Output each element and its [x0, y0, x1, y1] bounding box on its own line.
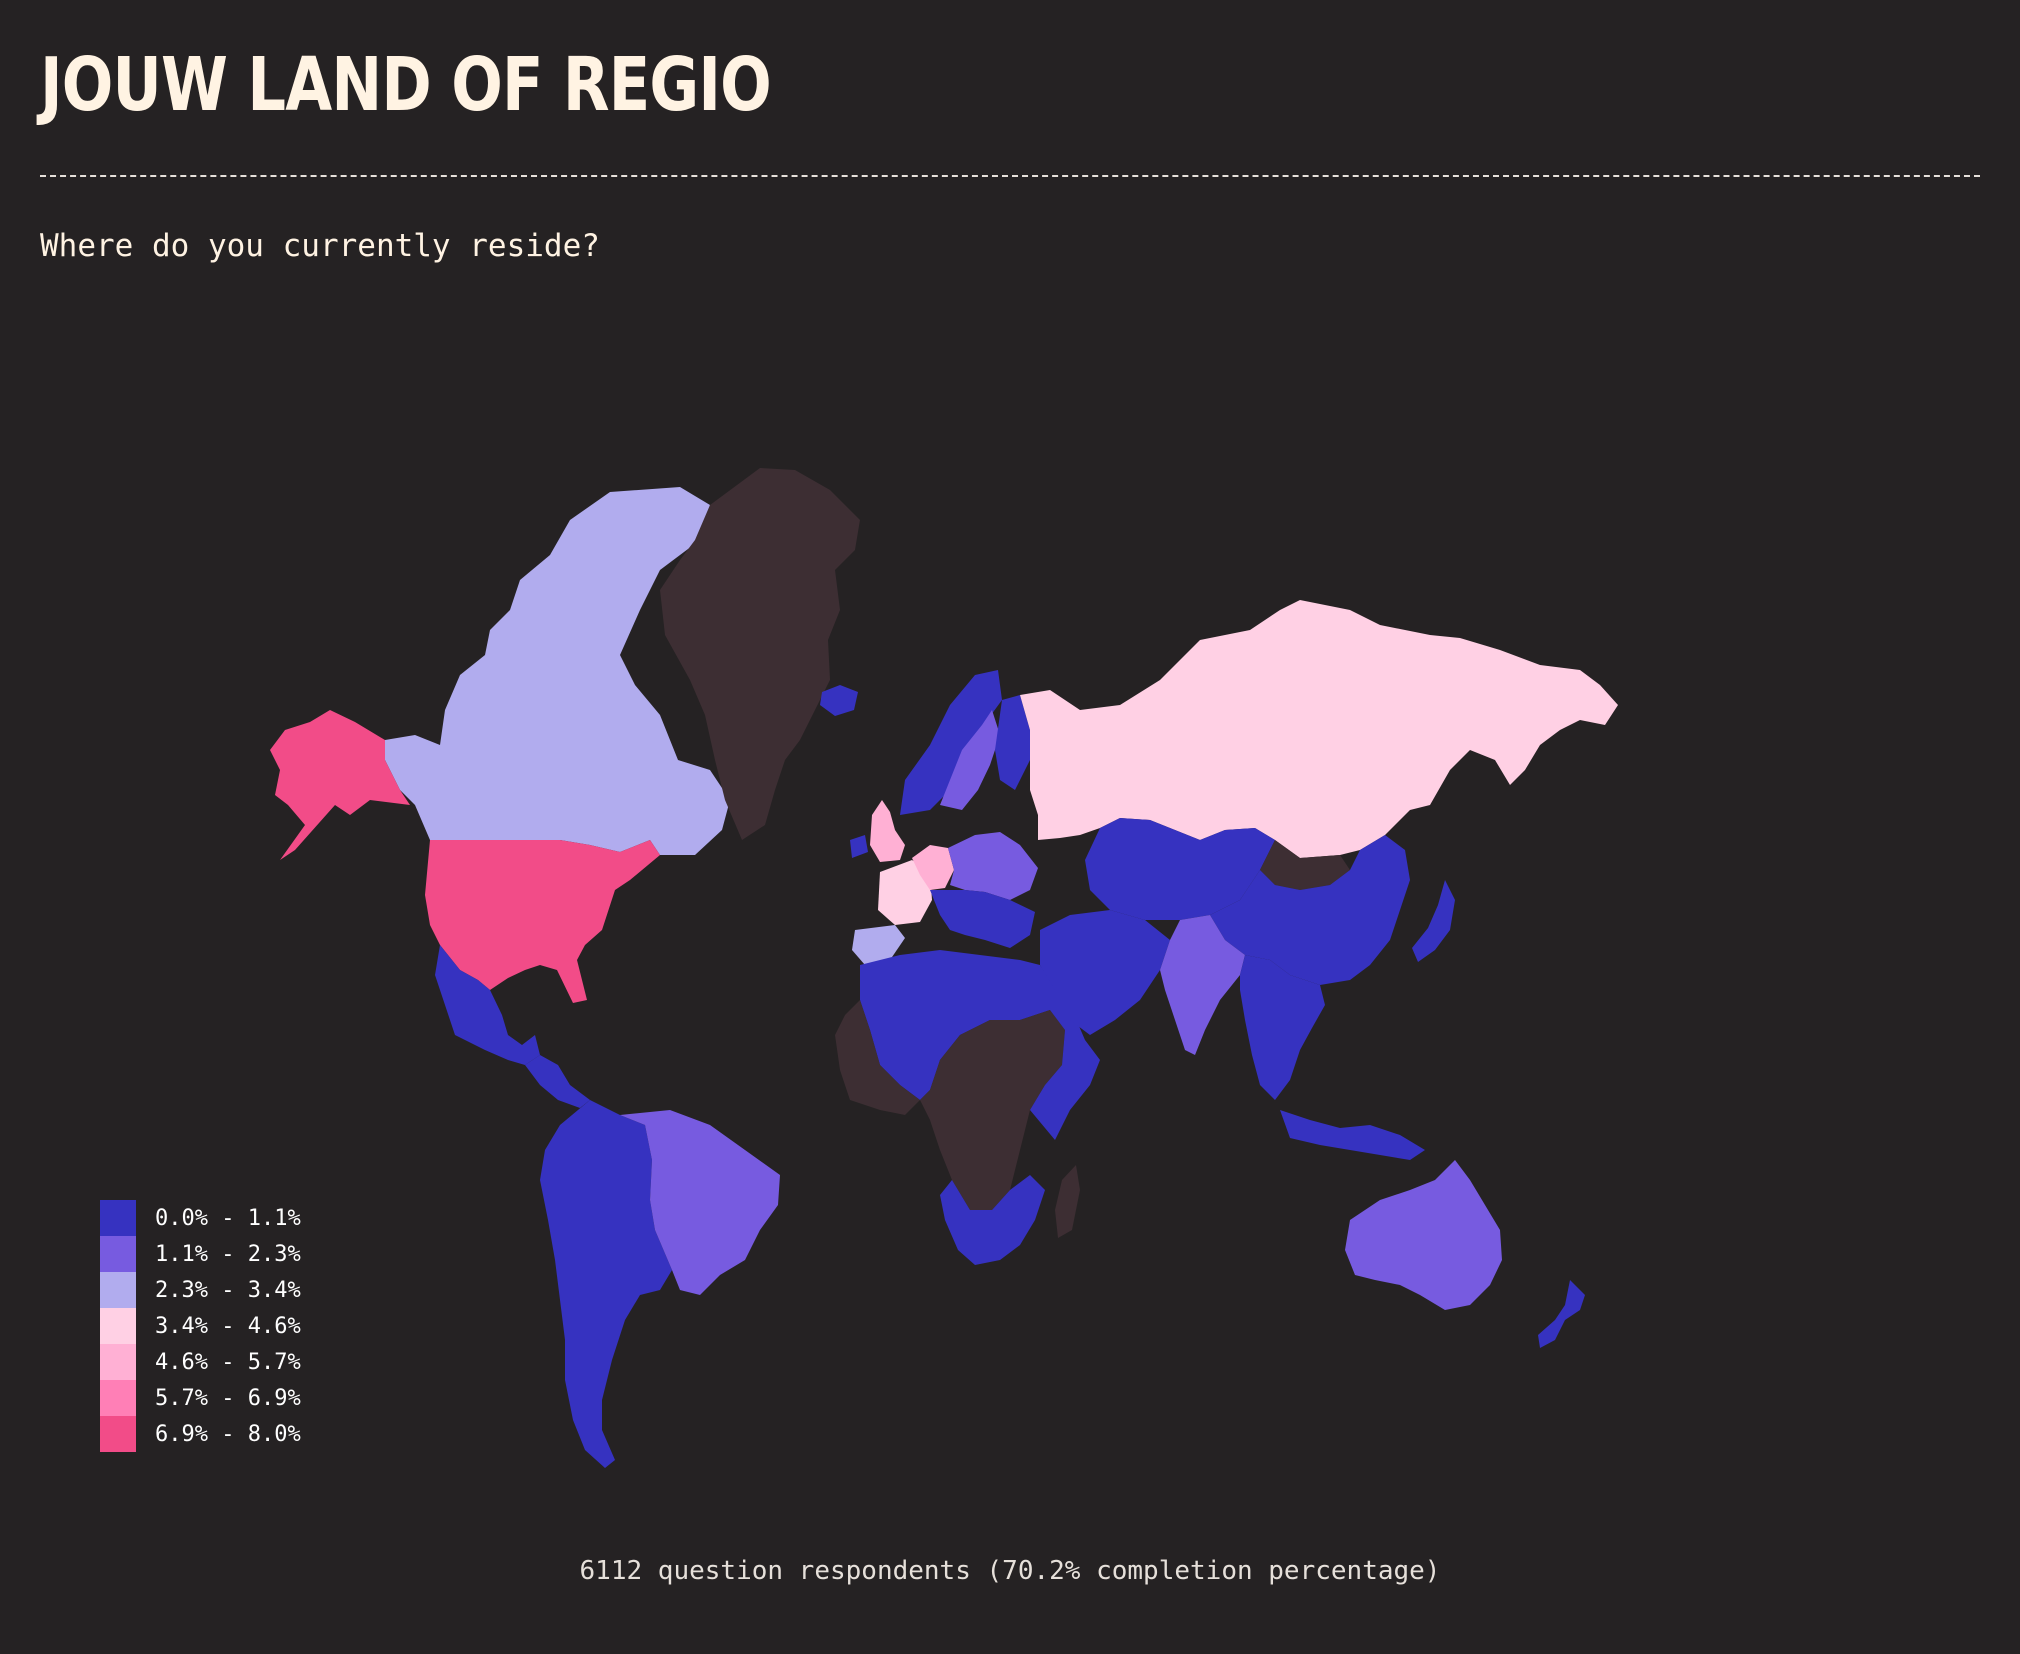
region-australia[interactable]: [1345, 1160, 1502, 1310]
region-central-europe[interactable]: [948, 832, 1038, 900]
legend-swatch: [100, 1416, 136, 1452]
region-finland[interactable]: [995, 695, 1030, 790]
region-southern-europe[interactable]: [930, 890, 1035, 948]
region-mexico[interactable]: [435, 945, 540, 1065]
legend: 0.0% - 1.1% 1.1% - 2.3% 2.3% - 3.4% 3.4% - …: [100, 1200, 301, 1452]
question-text: Where do you currently reside?: [40, 228, 600, 264]
legend-swatch: [100, 1200, 136, 1236]
region-united-kingdom[interactable]: [870, 800, 905, 862]
legend-swatch: [100, 1236, 136, 1272]
legend-item: 2.3% - 3.4%: [100, 1272, 301, 1308]
region-greenland[interactable]: [660, 468, 860, 840]
legend-item: 3.4% - 4.6%: [100, 1308, 301, 1344]
region-central-asia[interactable]: [1085, 818, 1275, 920]
region-indonesia[interactable]: [1280, 1110, 1425, 1160]
legend-label: 4.6% - 5.7%: [155, 1349, 301, 1375]
region-sweden[interactable]: [940, 710, 1000, 810]
legend-label: 5.7% - 6.9%: [155, 1385, 301, 1411]
dashed-divider: [40, 175, 1980, 177]
region-norway[interactable]: [900, 670, 1002, 815]
legend-label: 0.0% - 1.1%: [155, 1205, 301, 1231]
legend-item: 6.9% - 8.0%: [100, 1416, 301, 1452]
region-east-africa[interactable]: [1030, 980, 1100, 1140]
region-central-africa[interactable]: [920, 1010, 1065, 1210]
legend-item: 4.6% - 5.7%: [100, 1344, 301, 1380]
respondents-footer: 6112 question respondents (70.2% complet…: [579, 1556, 1441, 1586]
region-mongolia[interactable]: [1260, 840, 1350, 890]
region-united-states[interactable]: [425, 840, 660, 1003]
legend-swatch: [100, 1380, 136, 1416]
page-title: JOUW LAND OF REGIO: [40, 42, 772, 128]
region-canada[interactable]: [385, 487, 730, 855]
region-japan[interactable]: [1412, 880, 1455, 962]
region-spain[interactable]: [852, 925, 905, 965]
region-new-zealand[interactable]: [1538, 1280, 1585, 1348]
region-germany[interactable]: [912, 845, 954, 890]
region-madagascar[interactable]: [1055, 1165, 1080, 1238]
region-south-america-west[interactable]: [540, 1100, 672, 1468]
region-middle-east[interactable]: [1040, 910, 1170, 1035]
legend-item: 0.0% - 1.1%: [100, 1200, 301, 1236]
legend-label: 3.4% - 4.6%: [155, 1313, 301, 1339]
region-southern-africa[interactable]: [940, 1175, 1045, 1265]
region-india[interactable]: [1160, 915, 1245, 1055]
region-iceland[interactable]: [820, 685, 858, 716]
world-map: [270, 468, 1618, 1468]
legend-swatch: [100, 1344, 136, 1380]
legend-swatch: [100, 1308, 136, 1344]
region-france[interactable]: [878, 860, 932, 925]
region-alaska[interactable]: [270, 710, 410, 860]
region-brazil[interactable]: [620, 1110, 780, 1295]
region-central-america[interactable]: [525, 1055, 590, 1108]
region-russia[interactable]: [1020, 600, 1618, 858]
legend-label: 6.9% - 8.0%: [155, 1421, 301, 1447]
legend-item: 1.1% - 2.3%: [100, 1236, 301, 1272]
region-west-africa[interactable]: [835, 1000, 920, 1115]
region-ireland[interactable]: [850, 835, 868, 858]
legend-item: 5.7% - 6.9%: [100, 1380, 301, 1416]
region-southeast-asia[interactable]: [1240, 955, 1325, 1100]
legend-label: 2.3% - 3.4%: [155, 1277, 301, 1303]
region-china[interactable]: [1210, 835, 1410, 985]
region-north-africa[interactable]: [860, 950, 1050, 1100]
legend-swatch: [100, 1272, 136, 1308]
legend-label: 1.1% - 2.3%: [155, 1241, 301, 1267]
